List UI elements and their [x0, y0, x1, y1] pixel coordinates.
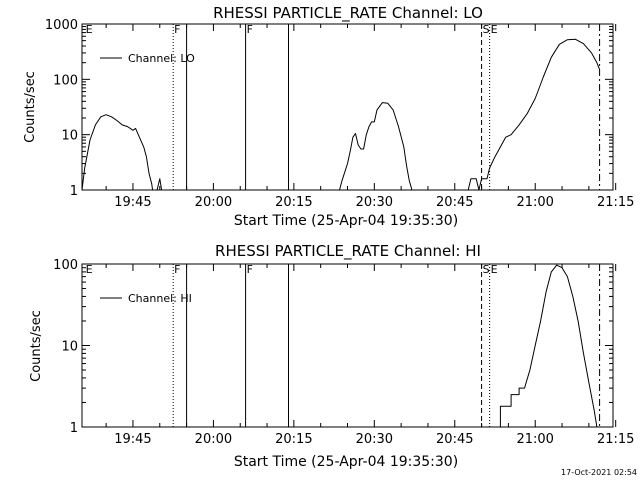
marker-label: E	[86, 23, 93, 36]
marker-label: F	[247, 263, 253, 276]
x-tick-label: 21:15	[597, 195, 634, 210]
x-tick-label: 21:00	[516, 432, 553, 447]
x-tick-label: 21:15	[597, 432, 634, 447]
marker-label: F	[174, 263, 180, 276]
x-tick-label: 21:00	[516, 195, 553, 210]
plot-hi-ylabel: Counts/sec	[29, 310, 44, 382]
x-tick-label: 19:45	[114, 432, 151, 447]
series-line-lo	[81, 114, 154, 191]
marker-label: S	[483, 263, 490, 276]
marker-label: E	[491, 263, 498, 276]
plot-lo-xlabel: Start Time (25-Apr-04 19:35:30)	[234, 213, 458, 229]
plot-hi: RHESSI PARTICLE_RATE Channel: HI 19:45 20…	[29, 242, 634, 470]
series-line-lo	[339, 102, 413, 191]
plot-lo-ylabel: Counts/sec	[23, 71, 38, 143]
marker-label: E	[491, 23, 498, 36]
plot-hi-title: RHESSI PARTICLE_RATE Channel: HI	[215, 242, 481, 261]
marker-label: E	[86, 263, 93, 276]
x-tick-label: 20:15	[275, 195, 312, 210]
x-tick-label: 20:00	[195, 195, 232, 210]
plot-hi-xlabel: Start Time (25-Apr-04 19:35:30)	[234, 454, 458, 470]
x-tick-label: 20:15	[275, 432, 312, 447]
plot-hi-series	[489, 264, 598, 428]
plot-lo-ticks: 19:45 20:00 20:15 20:30 20:45 21:00 21:15 1 10 10…	[45, 18, 635, 210]
y-tick-label: 10	[61, 129, 78, 144]
legend-label-hi: Channel: HI	[128, 292, 192, 305]
x-tick-label: 20:30	[356, 195, 393, 210]
x-tick-label: 20:45	[436, 195, 473, 210]
plot-hi-legend: Channel: HI	[100, 292, 192, 305]
y-tick-label: 100	[53, 258, 78, 273]
marker-label: F	[247, 23, 253, 36]
plot-lo-series	[81, 38, 601, 191]
plot-lo-legend: Channel: LO	[100, 52, 195, 65]
plot-lo-title: RHESSI PARTICLE_RATE Channel: LO	[213, 4, 483, 23]
series-line-hi	[489, 264, 598, 428]
x-tick-label: 19:45	[114, 195, 151, 210]
x-tick-label: 20:00	[195, 432, 232, 447]
y-tick-label: 100	[53, 73, 78, 88]
x-tick-label: 20:45	[436, 432, 473, 447]
plot-lo: RHESSI PARTICLE_RATE Channel: LO 19:45 20…	[23, 4, 634, 229]
x-tick-label: 20:30	[356, 432, 393, 447]
series-line-lo	[467, 38, 601, 191]
marker-label: S	[483, 23, 490, 36]
y-tick-label: 10	[61, 340, 78, 355]
legend-label-lo: Channel: LO	[128, 52, 195, 65]
y-tick-label: 1	[70, 421, 78, 436]
footer-timestamp: 17-Oct-2021 02:54	[561, 468, 637, 477]
plot-hi-frame	[81, 263, 614, 428]
marker-label: F	[174, 23, 180, 36]
y-tick-label: 1	[70, 184, 78, 199]
y-tick-label: 1000	[45, 18, 78, 33]
series-line-lo	[156, 178, 163, 191]
